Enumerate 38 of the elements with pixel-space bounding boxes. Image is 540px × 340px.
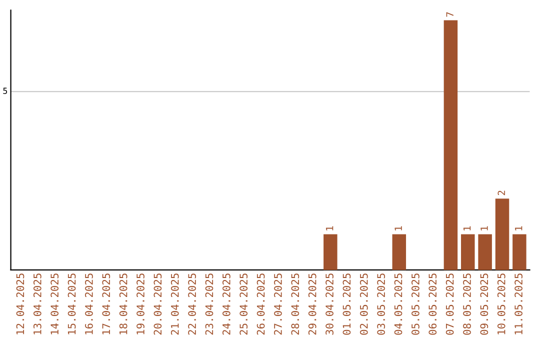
x-tick-label: 10.05.2025 xyxy=(497,274,506,334)
x-tick-label: 05.05.2025 xyxy=(412,274,420,335)
x-tick-label: 01.05.2025 xyxy=(342,274,351,335)
x-tick-label: 12.04.2025 xyxy=(16,274,24,334)
x-tick-label: 06.05.2025 xyxy=(428,274,437,335)
x-tick-label: 28.04.2025 xyxy=(291,274,300,335)
data-label: 1 xyxy=(326,226,334,230)
x-tick-label: 22.04.2025 xyxy=(188,274,196,335)
x-tick-label: 04.05.2025 xyxy=(394,274,402,335)
data-label: 1 xyxy=(480,226,488,230)
x-tick-label: 02.05.2025 xyxy=(360,274,368,335)
x-tick-label: 23.04.2025 xyxy=(205,274,214,335)
x-tick-label: 16.04.2025 xyxy=(85,274,93,334)
x-tick-label: 19.04.2025 xyxy=(136,274,144,334)
x-tick-label: 27.04.2025 xyxy=(274,274,282,335)
data-label: 1 xyxy=(464,226,471,230)
x-tick-label: 20.04.2025 xyxy=(154,274,162,335)
x-tick-label: 30.04.2025 xyxy=(326,274,334,335)
data-label: 1 xyxy=(515,226,522,230)
x-tick-label: 11.05.2025 xyxy=(514,274,522,334)
x-tick-label: 24.04.2025 xyxy=(222,274,230,335)
x-tick-label: 13.04.2025 xyxy=(33,274,42,334)
ref-line-label: 5 xyxy=(3,88,8,94)
x-tick-label: 08.05.2025 xyxy=(463,274,471,335)
x-tick-label: 21.04.2025 xyxy=(170,274,179,335)
x-tick-label: 07.05.2025 xyxy=(446,274,454,335)
x-tick-label: 09.05.2025 xyxy=(480,274,488,335)
x-tick-label: 17.04.2025 xyxy=(102,274,110,334)
x-tick-label: 18.04.2025 xyxy=(119,274,128,334)
data-label: 2 xyxy=(498,190,505,196)
x-tick-label: 29.04.2025 xyxy=(308,274,316,335)
data-label: 1 xyxy=(394,226,402,230)
x-tick-label: 03.05.2025 xyxy=(377,274,386,335)
x-tick-label: 26.04.2025 xyxy=(256,274,265,335)
x-tick-label: 25.04.2025 xyxy=(240,274,248,335)
x-tick-label: 15.04.2025 xyxy=(68,274,76,334)
x-tick-label: 14.04.2025 xyxy=(50,274,59,334)
data-label: 7 xyxy=(446,12,454,17)
